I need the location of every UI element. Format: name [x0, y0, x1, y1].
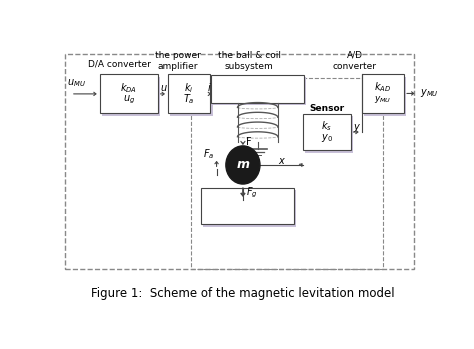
Bar — [168, 74, 210, 113]
Text: $y_{MU}$: $y_{MU}$ — [419, 88, 438, 99]
Bar — [211, 75, 304, 103]
Text: i: i — [208, 83, 210, 93]
Bar — [170, 76, 213, 116]
Text: Figure 1:  Scheme of the magnetic levitation model: Figure 1: Scheme of the magnetic levitat… — [91, 287, 395, 300]
Text: $F_g$: $F_g$ — [246, 186, 258, 200]
Text: the ball & coil
subsystem: the ball & coil subsystem — [218, 51, 281, 71]
Bar — [302, 114, 351, 150]
Text: $k_{AD}$: $k_{AD}$ — [374, 81, 392, 94]
Text: $T_a$: $T_a$ — [183, 92, 195, 106]
Text: Sensor: Sensor — [309, 104, 344, 113]
Bar — [65, 54, 414, 269]
Bar — [201, 187, 294, 224]
Bar — [362, 74, 404, 113]
Text: x: x — [278, 156, 284, 166]
Bar — [191, 78, 383, 269]
Text: A/D
converter: A/D converter — [333, 51, 376, 71]
Circle shape — [226, 146, 260, 184]
Text: $k_s$: $k_s$ — [321, 119, 332, 133]
Text: $y_0$: $y_0$ — [321, 132, 333, 144]
Text: F: F — [246, 137, 252, 147]
Bar — [102, 76, 160, 116]
Text: $k_{DA}$: $k_{DA}$ — [120, 81, 137, 95]
Text: D/A converter: D/A converter — [88, 59, 151, 68]
Text: $k_i$: $k_i$ — [184, 81, 194, 95]
Text: u: u — [160, 83, 166, 93]
Text: $u_g$: $u_g$ — [122, 93, 135, 106]
Text: $u_{MU}$: $u_{MU}$ — [67, 77, 86, 89]
Text: the power
amplifier: the power amplifier — [155, 51, 201, 71]
Bar — [213, 77, 307, 105]
Bar — [305, 117, 353, 153]
Text: y: y — [353, 122, 359, 132]
Text: m: m — [237, 158, 249, 171]
Bar — [203, 190, 296, 227]
Text: $F_a$: $F_a$ — [203, 148, 214, 162]
Text: $y_{MU}$: $y_{MU}$ — [374, 94, 392, 105]
Bar — [100, 74, 158, 113]
Bar — [364, 76, 406, 116]
